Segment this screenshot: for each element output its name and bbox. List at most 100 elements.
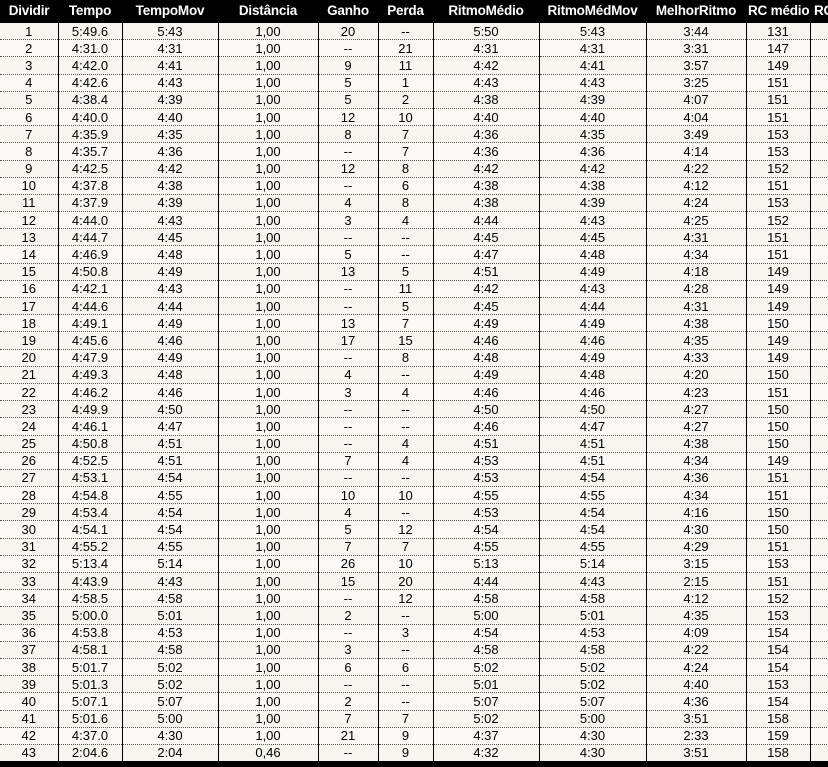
table-row[interactable]: 395:01.35:021,00----5:015:024:4015315685 xyxy=(0,675,828,694)
cell-melhorritmo: 4:28 xyxy=(646,280,747,299)
cell-distancia: 1,00 xyxy=(218,452,319,470)
column-header-rcmedio[interactable]: RC médio xyxy=(746,0,810,23)
table-row[interactable]: 374:58.14:581,003--4:584:584:2215415584 xyxy=(0,641,828,659)
cell-ritmomedmov: 4:48 xyxy=(539,245,647,264)
cell-tempo: 4:37.9 xyxy=(58,194,123,213)
cell-dividir: 37 xyxy=(0,641,59,659)
table-row[interactable]: 234:49.94:501,00----4:504:504:2715015286 xyxy=(0,400,828,419)
table-row[interactable]: 84:35.74:361,00--74:364:364:1415315785 xyxy=(0,142,828,161)
cell-ganho: 3 xyxy=(318,641,379,659)
column-header-melhorritmo[interactable]: MelhorRitmo xyxy=(646,0,746,23)
column-header-distancia[interactable]: Distância xyxy=(218,0,318,23)
cell-tempo: 4:50.8 xyxy=(58,263,123,281)
table-row[interactable]: 254:50.84:511,00--44:514:514:3815015286 xyxy=(0,435,828,453)
table-row[interactable]: 432:04.62:040,46--94:324:303:5115815940 xyxy=(0,744,828,763)
table-row[interactable]: 274:53.14:541,00----4:534:544:3615115286 xyxy=(0,469,828,488)
table-row[interactable]: 204:47.94:491,00--84:484:494:3314915286 xyxy=(0,349,828,367)
table-row[interactable]: 244:46.14:471,00----4:464:474:2715015285 xyxy=(0,417,828,436)
cell-ritmomedio: 4:53 xyxy=(433,503,540,522)
cell-rcmedio: 149 xyxy=(746,56,811,75)
cell-melhorritmo: 4:34 xyxy=(646,245,747,264)
cell-dividir: 13 xyxy=(0,228,59,247)
cell-tempo: 4:46.1 xyxy=(58,417,123,436)
cell-ganho: 21 xyxy=(318,727,379,745)
cell-ritmomedio: 4:46 xyxy=(433,417,540,436)
cell-tempo: 4:49.1 xyxy=(58,314,123,333)
column-header-ritmomedio[interactable]: RitmoMédio xyxy=(433,0,539,23)
column-header-perda[interactable]: Perda xyxy=(378,0,433,23)
cell-ganho: 8 xyxy=(318,125,379,144)
cell-ritmomedmov: 4:47 xyxy=(539,417,647,436)
table-row[interactable]: 144:46.94:481,005--4:474:484:3415115385 xyxy=(0,245,828,264)
cell-ritmomedio: 4:45 xyxy=(433,228,540,247)
column-header-dividir[interactable]: Dividir xyxy=(0,0,58,23)
table-row[interactable]: 294:53.44:541,004--4:534:544:1615015186 xyxy=(0,503,828,522)
column-header-ganho[interactable]: Ganho xyxy=(318,0,378,23)
cell-tempomov: 4:42 xyxy=(122,160,219,178)
cell-ritmomedmov: 4:45 xyxy=(539,228,647,247)
cell-rcmedio: 151 xyxy=(746,245,811,264)
cell-dividir: 34 xyxy=(0,589,59,608)
cell-tempomov: 4:46 xyxy=(122,383,219,402)
cell-melhorritmo: 4:07 xyxy=(646,91,747,109)
cell-tempo: 5:49.6 xyxy=(58,23,123,41)
table-row[interactable]: 214:49.34:481,004--4:494:484:2015015384 xyxy=(0,366,828,384)
cell-dividir: 31 xyxy=(0,538,59,556)
table-row[interactable]: 344:58.54:581,00--124:584:584:1215215586 xyxy=(0,589,828,608)
cell-rcmedio: 149 xyxy=(746,263,811,281)
cell-perda: 8 xyxy=(378,160,434,178)
cell-dividir: 21 xyxy=(0,366,59,384)
summary-tempo: 3:25:15.1 xyxy=(58,761,122,767)
cell-ganho: -- xyxy=(318,744,379,763)
table-row[interactable]: 364:53.84:531,00--34:544:534:0915415686 xyxy=(0,624,828,642)
cell-tempomov: 5:02 xyxy=(122,675,219,694)
cell-melhorritmo: 4:36 xyxy=(646,692,747,711)
cell-ganho: 15 xyxy=(318,572,379,591)
table-row[interactable]: 405:07.15:071,002--5:075:074:3615415685 xyxy=(0,692,828,711)
cell-rcmedio: 150 xyxy=(746,314,811,333)
cell-dividir: 3 xyxy=(0,56,59,75)
table-row[interactable]: 164:42.14:431,00--114:424:434:2814915286 xyxy=(0,280,828,299)
table-row[interactable]: 104:37.84:381,00--64:384:384:1215115985 xyxy=(0,177,828,195)
cell-rcmax: 160 xyxy=(810,160,828,178)
table-row[interactable]: 174:44.64:441,00--54:454:444:3114915385 xyxy=(0,297,828,316)
column-header-tempo[interactable]: Tempo xyxy=(58,0,122,23)
cell-distancia: 1,00 xyxy=(218,486,319,505)
cell-rcmax: 153 xyxy=(810,383,828,402)
cell-tempo: 4:31.0 xyxy=(58,39,123,58)
cell-perda: -- xyxy=(378,228,434,247)
table-row[interactable]: 355:00.05:011,002--5:005:014:3515315585 xyxy=(0,606,828,625)
cell-ganho: 4 xyxy=(318,194,379,213)
table-row[interactable]: 134:44.74:451,00----4:454:454:3115115386 xyxy=(0,228,828,247)
column-header-rcmax[interactable]: RC max xyxy=(810,0,828,23)
summary-distancia: 42,46 xyxy=(218,761,318,767)
column-header-ritmomedmov[interactable]: RitmoMédMov xyxy=(539,0,646,23)
cell-dividir: 11 xyxy=(0,194,59,213)
table-row[interactable]: 24:31.04:311,00--214:314:313:3114715385 xyxy=(0,39,828,58)
column-header-tempomov[interactable]: TempoMov xyxy=(122,0,218,23)
cell-ganho: 5 xyxy=(318,91,379,109)
cell-ritmomedio: 4:51 xyxy=(433,263,540,281)
